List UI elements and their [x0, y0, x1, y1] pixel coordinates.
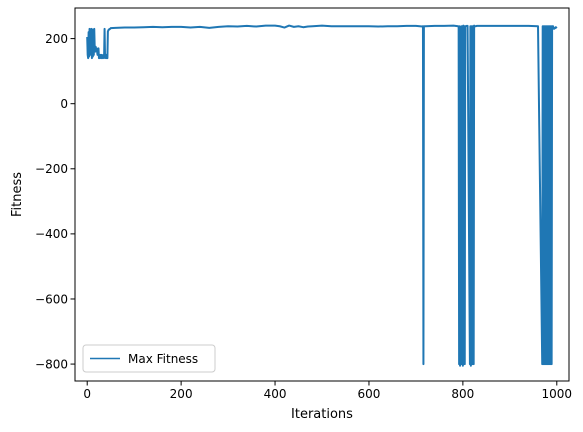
legend-box: [82, 344, 216, 373]
y-tick-label: 200: [45, 32, 68, 46]
x-axis-ticks: 0 200 400 600 800 1000: [83, 381, 572, 401]
x-tick-label: 600: [358, 387, 381, 401]
y-axis-ticks: −800 −600 −400 −200 0 200: [35, 32, 75, 371]
series-layer: [86, 24, 558, 367]
series-line-0: [86, 24, 558, 367]
x-tick-label: 200: [170, 387, 193, 401]
x-axis-label: Iterations: [291, 407, 353, 422]
y-axis-label: Fitness: [10, 172, 25, 217]
y-tick-label: 0: [60, 97, 68, 111]
x-tick-label: 1000: [542, 387, 573, 401]
x-tick-label: 400: [264, 387, 287, 401]
legend-entry-max-fitness: Max Fitness: [128, 352, 198, 366]
axes-frame: [74, 7, 570, 382]
axes-spines: [74, 7, 570, 382]
y-tick-label: −200: [35, 162, 68, 176]
y-tick-label: −600: [35, 292, 68, 306]
y-tick-label: −800: [35, 357, 68, 371]
y-tick-label: −400: [35, 227, 68, 241]
x-tick-label: 800: [451, 387, 474, 401]
x-tick-label: 0: [83, 387, 91, 401]
axes-background: [75, 8, 569, 381]
legend: Max Fitness: [82, 344, 216, 373]
plot-area: [75, 8, 569, 381]
